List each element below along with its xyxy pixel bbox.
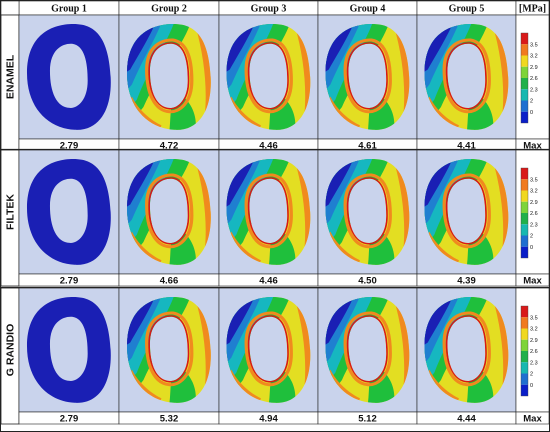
row-label: FILTEK	[5, 194, 17, 230]
legend-bar-outline	[520, 32, 529, 124]
legend-color-swatch	[521, 384, 528, 396]
legend-color-swatch	[521, 111, 528, 123]
row-label: G RANDIO	[5, 324, 17, 377]
max-stress-value: 4.39	[457, 276, 476, 287]
legend-bar-outline	[520, 167, 529, 259]
legend-tick-label: 2	[530, 234, 533, 240]
legend-color-swatch	[521, 235, 528, 247]
header-corner-cell	[0, 0, 20, 16]
legend-color-swatch	[521, 339, 528, 351]
max-stress-value: 4.50	[358, 276, 377, 287]
max-label-cell	[515, 273, 550, 287]
legend-color-swatch	[521, 213, 528, 225]
legend-tick-label: 2	[530, 99, 533, 105]
max-label: Max	[523, 141, 542, 152]
result-row: ENAMEL 2.79 4.72 4.46 4.61 4.41 3.5 3.2 2.9 2.6 2.…	[0, 14, 550, 152]
legend-color-swatch	[521, 190, 528, 202]
legend-color-swatch	[521, 66, 528, 78]
legend-tick-label: 2.6	[530, 76, 538, 82]
legend-tick-label: 3.2	[530, 189, 538, 195]
legend-color-swatch	[521, 373, 528, 385]
max-stress-value: 4.94	[259, 414, 278, 425]
legend-bar-outline	[520, 305, 529, 397]
legend-color-swatch	[521, 44, 528, 56]
legend-color-swatch	[521, 201, 528, 213]
result-row: FILTEK 2.79 4.66 4.46 4.50 4.39 3.5 3.2 2.9 2.6 2.…	[0, 149, 550, 287]
legend-color-swatch	[521, 328, 528, 340]
max-stress-value: 4.44	[457, 414, 476, 425]
legend-tick-label: 2.9	[530, 200, 538, 206]
legend-color-swatch	[521, 168, 528, 180]
column-header-label: Group 1	[51, 4, 87, 15]
legend-color-swatch	[521, 224, 528, 236]
legend-tick-label: 3.5	[530, 177, 538, 183]
legend-tick-label: 2.3	[530, 360, 538, 366]
column-header-label: Group 4	[350, 4, 386, 15]
row-label: ENAMEL	[5, 54, 17, 99]
legend-color-swatch	[521, 89, 528, 101]
legend-tick-label: 0	[530, 383, 533, 389]
legend-tick-label: 2.3	[530, 87, 538, 93]
legend-tick-label: 2.6	[530, 349, 538, 355]
column-header-label: Group 2	[151, 4, 187, 15]
legend-tick-label: 3.2	[530, 327, 538, 333]
max-stress-value: 2.79	[60, 414, 79, 425]
max-stress-value: 2.79	[60, 141, 79, 152]
legend-color-swatch	[521, 179, 528, 191]
legend-tick-label: 0	[530, 245, 533, 251]
legend-color-swatch	[521, 317, 528, 329]
legend-tick-label: 2.9	[530, 338, 538, 344]
legend-tick-label: 3.5	[530, 315, 538, 321]
legend-tick-label: 2.9	[530, 65, 538, 71]
max-stress-value: 4.66	[160, 276, 179, 287]
max-label: Max	[523, 276, 542, 287]
legend-tick-label: 3.2	[530, 54, 538, 60]
max-stress-value: 4.46	[259, 141, 278, 152]
legend-tick-label: 2.6	[530, 211, 538, 217]
legend-color-swatch	[521, 351, 528, 363]
result-rows: ENAMEL 2.79 4.72 4.46 4.61 4.41 3.5 3.2 2.9 2.6 2.…	[0, 14, 550, 425]
max-label: Max	[523, 414, 542, 425]
max-stress-value: 4.46	[259, 276, 278, 287]
max-stress-value: 4.41	[457, 141, 476, 152]
legend-tick-label: 2.3	[530, 222, 538, 228]
max-stress-value: 4.61	[358, 141, 377, 152]
column-header-label: Group 5	[449, 4, 485, 15]
legend-color-swatch	[521, 55, 528, 67]
legend-color-swatch	[521, 33, 528, 45]
max-label-cell	[515, 411, 550, 425]
max-stress-value: 5.12	[358, 414, 377, 425]
legend-color-swatch	[521, 78, 528, 90]
legend-tick-label: 0	[530, 110, 533, 116]
legend-tick-label: 3.5	[530, 42, 538, 48]
max-stress-value: 5.32	[160, 414, 179, 425]
unit-label: [MPa]	[519, 4, 546, 15]
legend-color-swatch	[521, 306, 528, 318]
column-header-label: Group 3	[251, 4, 287, 15]
legend-color-swatch	[521, 100, 528, 112]
legend-tick-label: 2	[530, 372, 533, 378]
max-stress-value: 2.79	[60, 276, 79, 287]
legend-color-swatch	[521, 246, 528, 258]
legend-color-swatch	[521, 362, 528, 374]
column-header-row: Group 1 Group 2 Group 3 Group 4 Group 5 [MPa]	[0, 0, 550, 16]
result-row: G RANDIO 2.79 5.32 4.94 5.12 4.44 3.5 3.2 2.9 2.6…	[0, 287, 550, 425]
max-stress-value: 4.72	[160, 141, 179, 152]
